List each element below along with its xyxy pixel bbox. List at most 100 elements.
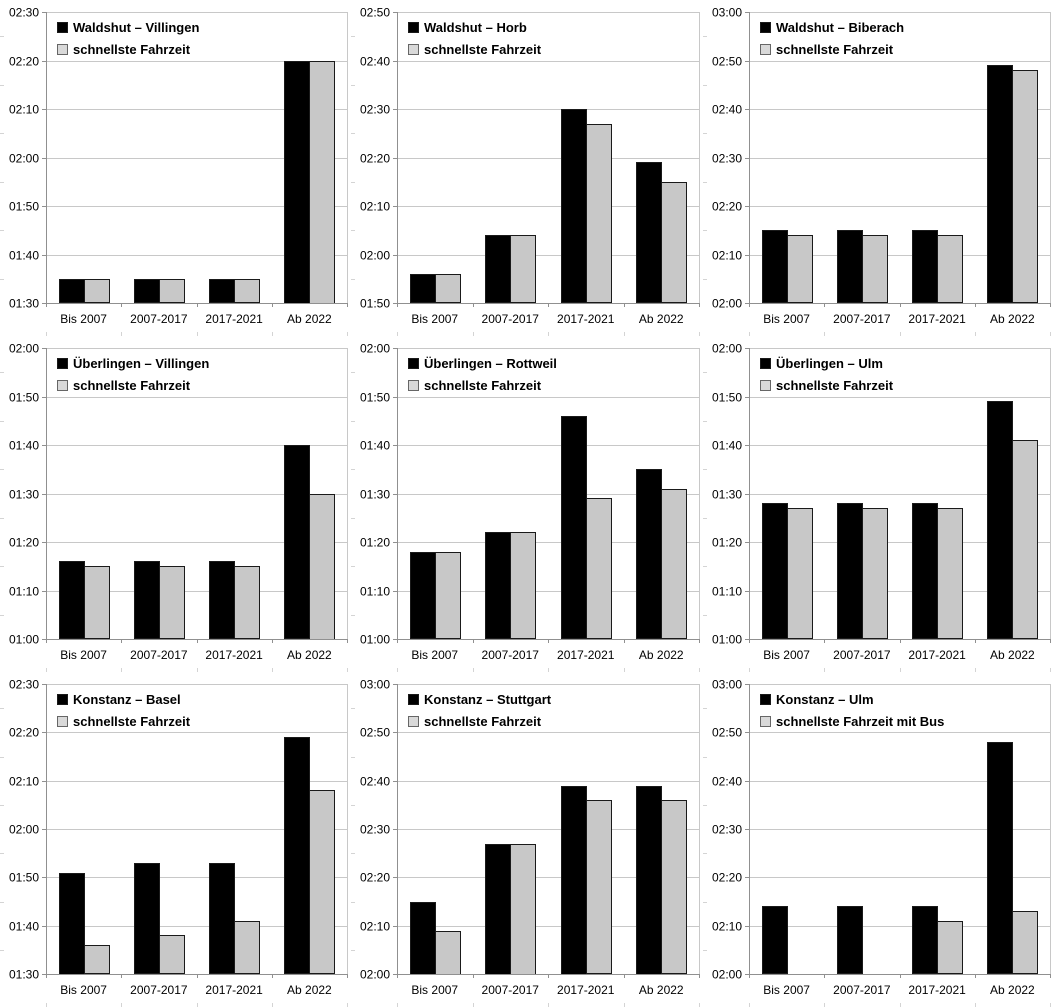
chart-cell-2: 01:50 02:00 02:10 02:20 02:30 02:40 02:50 Bis 2… [351, 0, 703, 336]
x-axis-label: Bis 2007 [411, 983, 458, 997]
legend-series2-label: schnellste Fahrzeit [776, 42, 894, 57]
bar-series1-cat2 [134, 561, 160, 639]
legend-symbol-series2 [759, 43, 772, 56]
y-axis-label: 01:40 [9, 920, 39, 934]
y-axis-label: 02:10 [360, 200, 390, 214]
y-axis-label: 02:20 [9, 726, 39, 740]
legend-symbol-series2 [407, 43, 420, 56]
y-axis-label: 01:50 [9, 391, 39, 405]
y-axis-label: 02:00 [9, 152, 39, 166]
y-axis-label: 02:30 [360, 823, 390, 837]
bar-series1-cat3 [912, 906, 938, 974]
bar-series2-cat1 [435, 552, 461, 639]
bar-series1-cat2 [485, 532, 511, 639]
bar-series1-cat1 [59, 561, 85, 639]
legend-series1-label: Überlingen – Ulm [776, 356, 883, 371]
legend-series1-label: Konstanz – Stuttgart [424, 692, 552, 707]
y-axis-label: 02:10 [9, 103, 39, 117]
bar-series1-cat1 [762, 230, 788, 303]
y-axis-label: 01:20 [360, 536, 390, 550]
bar-series2-cat2 [862, 508, 888, 639]
legend-symbol-series1 [408, 22, 419, 33]
x-axis-label: 2017-2021 [205, 312, 263, 326]
x-axis-label: 2007-2017 [482, 312, 540, 326]
bar-series1-cat3 [912, 503, 938, 639]
x-axis-label: Bis 2007 [60, 648, 107, 662]
chart-cell-9: 02:00 02:10 02:20 02:30 02:40 02:50 03:00 Bis 2… [703, 672, 1054, 1007]
y-axis-label: 02:00 [9, 342, 39, 356]
legend-series1-label: Überlingen – Rottweil [424, 356, 557, 371]
bar-series1-cat4 [636, 786, 662, 975]
y-axis-label: 02:00 [712, 297, 742, 311]
bar-series2-cat2 [159, 566, 185, 639]
x-axis-label: 2017-2021 [557, 648, 615, 662]
x-axis-label: Ab 2022 [287, 312, 332, 326]
legend-series2-label: schnellste Fahrzeit [73, 378, 191, 393]
y-axis-label: 02:30 [360, 103, 390, 117]
bar-series2-cat4 [1012, 70, 1038, 303]
bar-series1-cat2 [837, 503, 863, 639]
bar-series1-cat1 [410, 902, 436, 975]
bar-series1-cat3 [209, 561, 235, 639]
x-axis-label: 2007-2017 [833, 312, 891, 326]
chart-cell-5: 01:00 01:10 01:20 01:30 01:40 01:50 02:00 Bis 2… [351, 336, 703, 672]
bar-series2-cat3 [234, 279, 260, 303]
chart-cell-4: 01:00 01:10 01:20 01:30 01:40 01:50 02:00 Bis 2… [0, 336, 351, 672]
y-axis-label: 02:40 [712, 775, 742, 789]
bar-chart-4: 01:00 01:10 01:20 01:30 01:40 01:50 02:00 Bis 2… [0, 342, 348, 672]
y-axis-label: 02:00 [9, 823, 39, 837]
legend-series1-label: Konstanz – Basel [73, 692, 181, 707]
legend-series1-label: Waldshut – Biberach [776, 20, 904, 35]
chart-cell-8: 02:00 02:10 02:20 02:30 02:40 02:50 03:00 Bis 2… [351, 672, 703, 1007]
y-axis-label: 02:50 [712, 726, 742, 740]
bar-chart-2: 01:50 02:00 02:10 02:20 02:30 02:40 02:50 Bis 2… [351, 6, 700, 336]
chart-cell-3: 02:00 02:10 02:20 02:30 02:40 02:50 03:00 Bis 2… [703, 0, 1054, 336]
bar-series1-cat4 [987, 65, 1013, 303]
y-axis-label: 01:00 [9, 633, 39, 647]
y-axis-label: 03:00 [712, 678, 742, 692]
y-axis-label: 02:30 [712, 152, 742, 166]
x-axis-label: Ab 2022 [990, 648, 1035, 662]
bar-series2-cat3 [937, 235, 963, 303]
y-axis-label: 02:00 [360, 968, 390, 982]
legend-symbol-series1 [57, 694, 68, 705]
bar-series2-cat4 [1012, 911, 1038, 974]
bar-series1-cat1 [762, 906, 788, 974]
legend-symbol-series1 [760, 694, 771, 705]
bar-series2-cat4 [661, 182, 687, 303]
bar-chart-7: 01:30 01:40 01:50 02:00 02:10 02:20 02:30 Bis 2… [0, 678, 348, 1007]
bar-series1-cat2 [134, 279, 160, 303]
y-axis-label: 02:30 [9, 678, 39, 692]
x-axis-label: 2007-2017 [130, 312, 188, 326]
bar-series1-cat2 [837, 230, 863, 303]
x-axis-label: 2017-2021 [908, 983, 966, 997]
bar-series1-cat3 [561, 786, 587, 975]
bar-series1-cat2 [485, 235, 511, 303]
bar-chart-8: 02:00 02:10 02:20 02:30 02:40 02:50 03:00 Bis 2… [351, 678, 700, 1007]
y-axis-label: 02:50 [360, 6, 390, 20]
y-axis-label: 01:50 [360, 297, 390, 311]
bar-series1-cat3 [912, 230, 938, 303]
bar-series1-cat3 [561, 109, 587, 303]
bar-series2-cat1 [84, 279, 110, 303]
y-axis-label: 02:00 [360, 342, 390, 356]
y-axis-label: 02:20 [712, 200, 742, 214]
bar-series2-cat3 [234, 566, 260, 639]
legend-symbol-series1 [57, 22, 68, 33]
legend-series2-label: schnellste Fahrzeit mit Bus [776, 714, 944, 729]
bar-series1-cat3 [209, 279, 235, 303]
bar-series2-cat3 [586, 124, 612, 303]
x-axis-label: Bis 2007 [763, 312, 810, 326]
legend-symbol-series2 [56, 715, 69, 728]
legend-symbol-series2 [407, 379, 420, 392]
bar-chart-6: 01:00 01:10 01:20 01:30 01:40 01:50 02:00 Bis 2… [703, 342, 1051, 672]
bar-chart-1: 01:30 01:40 01:50 02:00 02:10 02:20 02:30 Bis 2… [0, 6, 348, 336]
chart-cell-6: 01:00 01:10 01:20 01:30 01:40 01:50 02:00 Bis 2… [703, 336, 1054, 672]
bar-series2-cat1 [435, 931, 461, 975]
x-axis-label: Bis 2007 [763, 648, 810, 662]
bar-series1-cat4 [636, 162, 662, 303]
x-axis-label: Ab 2022 [990, 983, 1035, 997]
y-axis-label: 02:30 [9, 6, 39, 20]
y-axis-label: 01:30 [712, 488, 742, 502]
